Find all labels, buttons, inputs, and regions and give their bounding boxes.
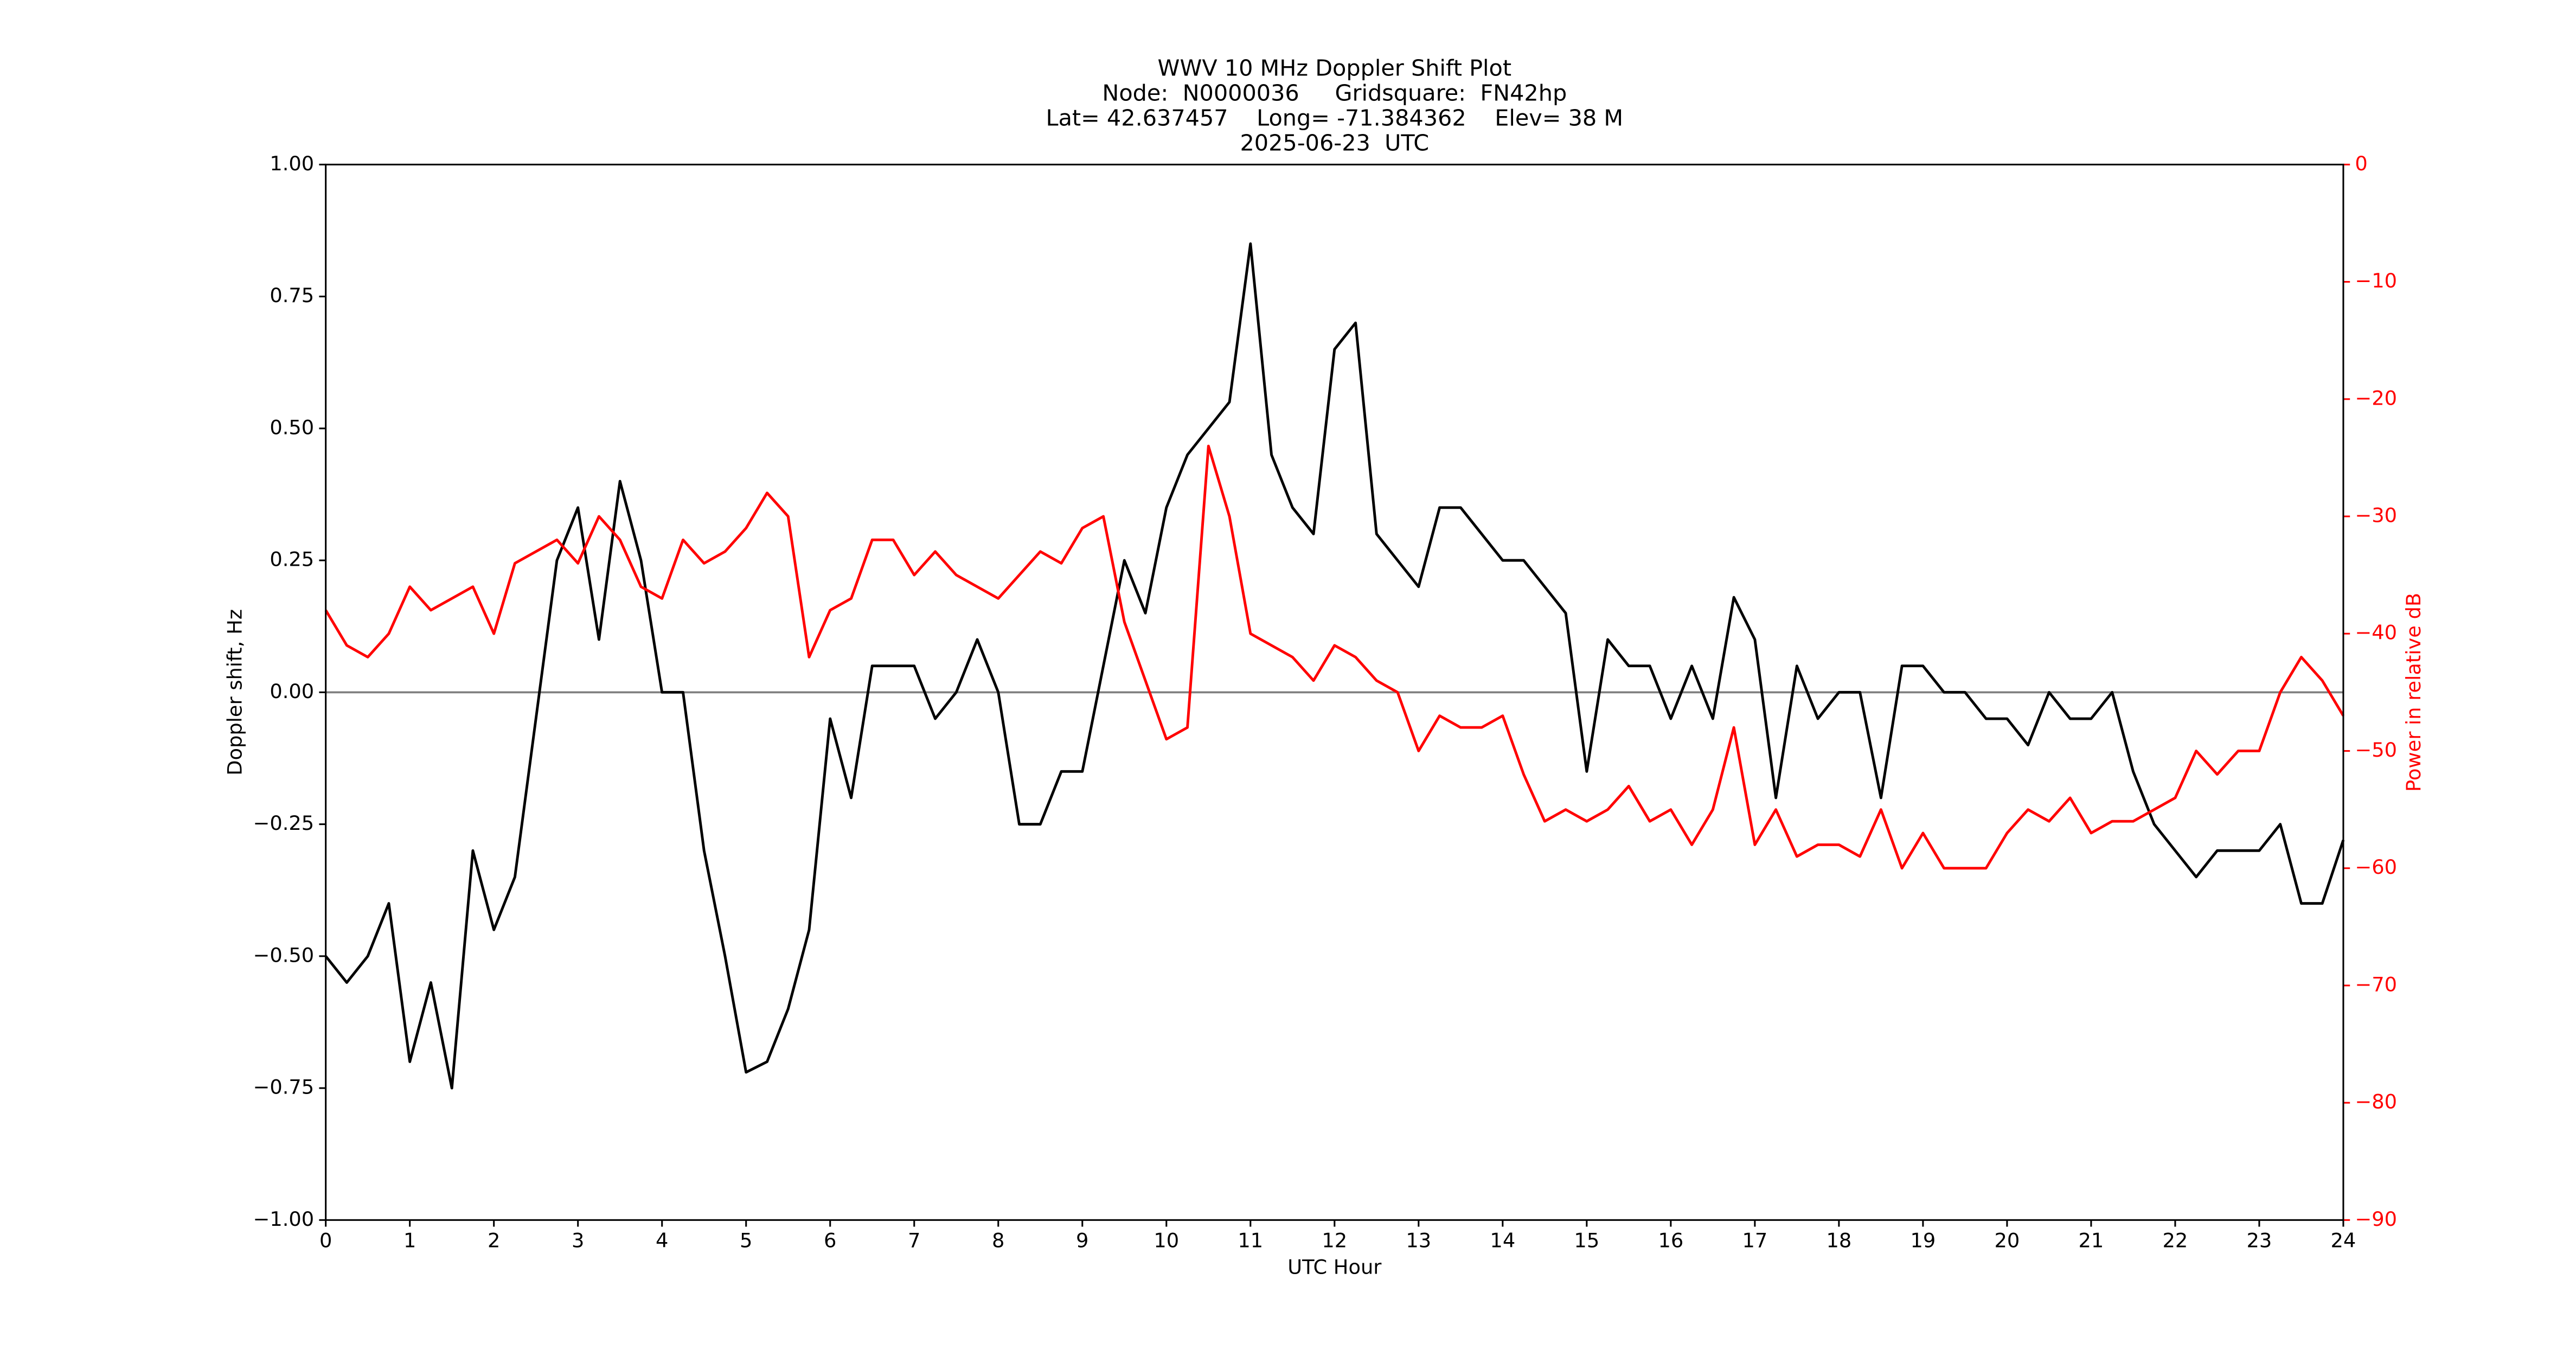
x-tick-label: 6 — [824, 1229, 836, 1252]
y-tick-label: 1.00 — [270, 152, 314, 175]
y2-tick-label: −10 — [2355, 269, 2397, 292]
y2-axis-label: Power in relative dB — [2402, 593, 2425, 792]
y2-tick-label: −30 — [2355, 504, 2397, 527]
x-tick-label: 5 — [740, 1229, 752, 1252]
x-tick-label: 21 — [2079, 1229, 2104, 1252]
x-tick-label: 12 — [1322, 1229, 1347, 1252]
y2-tick-label: −20 — [2355, 386, 2397, 410]
x-tick-label: 1 — [403, 1229, 416, 1252]
x-tick-label: 13 — [1406, 1229, 1431, 1252]
x-tick-label: 22 — [2163, 1229, 2188, 1252]
y2-tick-label: −40 — [2355, 621, 2397, 644]
y2-tick-label: −60 — [2355, 855, 2397, 879]
chart-subtitle: 2025-06-23 UTC — [1240, 130, 1429, 156]
y-axis-label: Doppler shift, Hz — [223, 609, 247, 776]
y-tick-label: −0.50 — [253, 943, 315, 967]
x-tick-label: 4 — [656, 1229, 668, 1252]
chart-subtitle: Node: N0000036 Gridsquare: FN42hp — [1102, 80, 1567, 106]
x-tick-label: 3 — [572, 1229, 584, 1252]
y-tick-label: 0.75 — [270, 284, 314, 307]
x-tick-label: 9 — [1076, 1229, 1088, 1252]
y-tick-label: 0.50 — [270, 415, 314, 439]
x-tick-label: 2 — [488, 1229, 500, 1252]
data-line — [324, 242, 2345, 1090]
y2-tick-label: −80 — [2355, 1090, 2397, 1114]
x-tick-label: 7 — [908, 1229, 920, 1252]
x-tick-label: 23 — [2247, 1229, 2272, 1252]
x-tick-label: 15 — [1574, 1229, 1599, 1252]
x-tick-label: 19 — [1910, 1229, 1936, 1252]
y-tick-label: 0.25 — [270, 548, 314, 571]
x-tick-label: 24 — [2331, 1229, 2356, 1252]
x-tick-label: 17 — [1742, 1229, 1767, 1252]
y-tick-label: −0.75 — [253, 1076, 315, 1099]
x-axis-label: UTC Hour — [1287, 1256, 1382, 1279]
x-tick-label: 18 — [1826, 1229, 1851, 1252]
x-tick-label: 0 — [319, 1229, 332, 1252]
x-tick-label: 14 — [1490, 1229, 1515, 1252]
chart-title: WWV 10 MHz Doppler Shift Plot — [1158, 55, 1512, 81]
y2-tick-label: 0 — [2355, 152, 2367, 175]
data-line — [324, 444, 2345, 870]
x-tick-label: 8 — [992, 1229, 1004, 1252]
x-tick-label: 16 — [1658, 1229, 1683, 1252]
y2-tick-label: −70 — [2355, 973, 2397, 996]
y-tick-label: −1.00 — [253, 1207, 315, 1231]
x-tick-label: 10 — [1154, 1229, 1179, 1252]
x-tick-label: 11 — [1238, 1229, 1263, 1252]
x-tick-label: 20 — [1994, 1229, 2020, 1252]
y2-tick-label: −90 — [2355, 1207, 2397, 1231]
y-tick-label: 0.00 — [270, 680, 314, 703]
plot-frame — [325, 163, 2344, 1221]
y2-tick-label: −50 — [2355, 738, 2397, 762]
chart-subtitle: Lat= 42.637457 Long= -71.384362 Elev= 38… — [1046, 105, 1624, 131]
y-tick-label: −0.25 — [253, 811, 315, 835]
